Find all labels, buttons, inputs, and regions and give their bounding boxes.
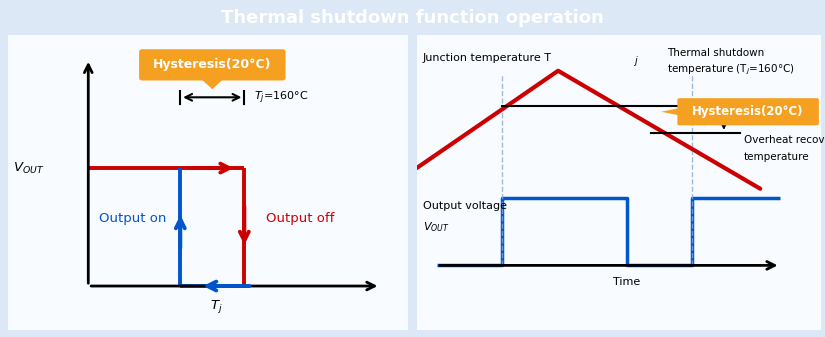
Text: $T_j$: $T_j$: [210, 298, 223, 315]
Text: Output on: Output on: [99, 212, 166, 225]
Text: Thermal shutdown: Thermal shutdown: [667, 48, 765, 58]
Text: temperature (T$_j$=160°C): temperature (T$_j$=160°C): [667, 63, 794, 77]
Polygon shape: [200, 78, 224, 89]
Text: Hysteresis(20°C): Hysteresis(20°C): [153, 58, 271, 71]
Text: temperature: temperature: [744, 152, 809, 162]
Text: $V_{OUT}$: $V_{OUT}$: [422, 220, 450, 234]
Text: Hysteresis(20°C): Hysteresis(20°C): [692, 105, 804, 118]
Text: Time: Time: [613, 277, 640, 286]
Text: Junction temperature T: Junction temperature T: [422, 53, 552, 62]
Text: $V_{OUT}$: $V_{OUT}$: [12, 160, 44, 176]
FancyBboxPatch shape: [139, 49, 285, 81]
Text: $T_j$=160°C: $T_j$=160°C: [254, 90, 309, 106]
Text: Thermal shutdown function operation: Thermal shutdown function operation: [221, 9, 604, 27]
Polygon shape: [661, 108, 680, 115]
Text: Output off: Output off: [266, 212, 334, 225]
Text: Overheat recovery: Overheat recovery: [744, 135, 825, 145]
Text: Output voltage: Output voltage: [422, 202, 507, 211]
FancyBboxPatch shape: [677, 98, 819, 125]
Text: $j$: $j$: [633, 54, 639, 68]
